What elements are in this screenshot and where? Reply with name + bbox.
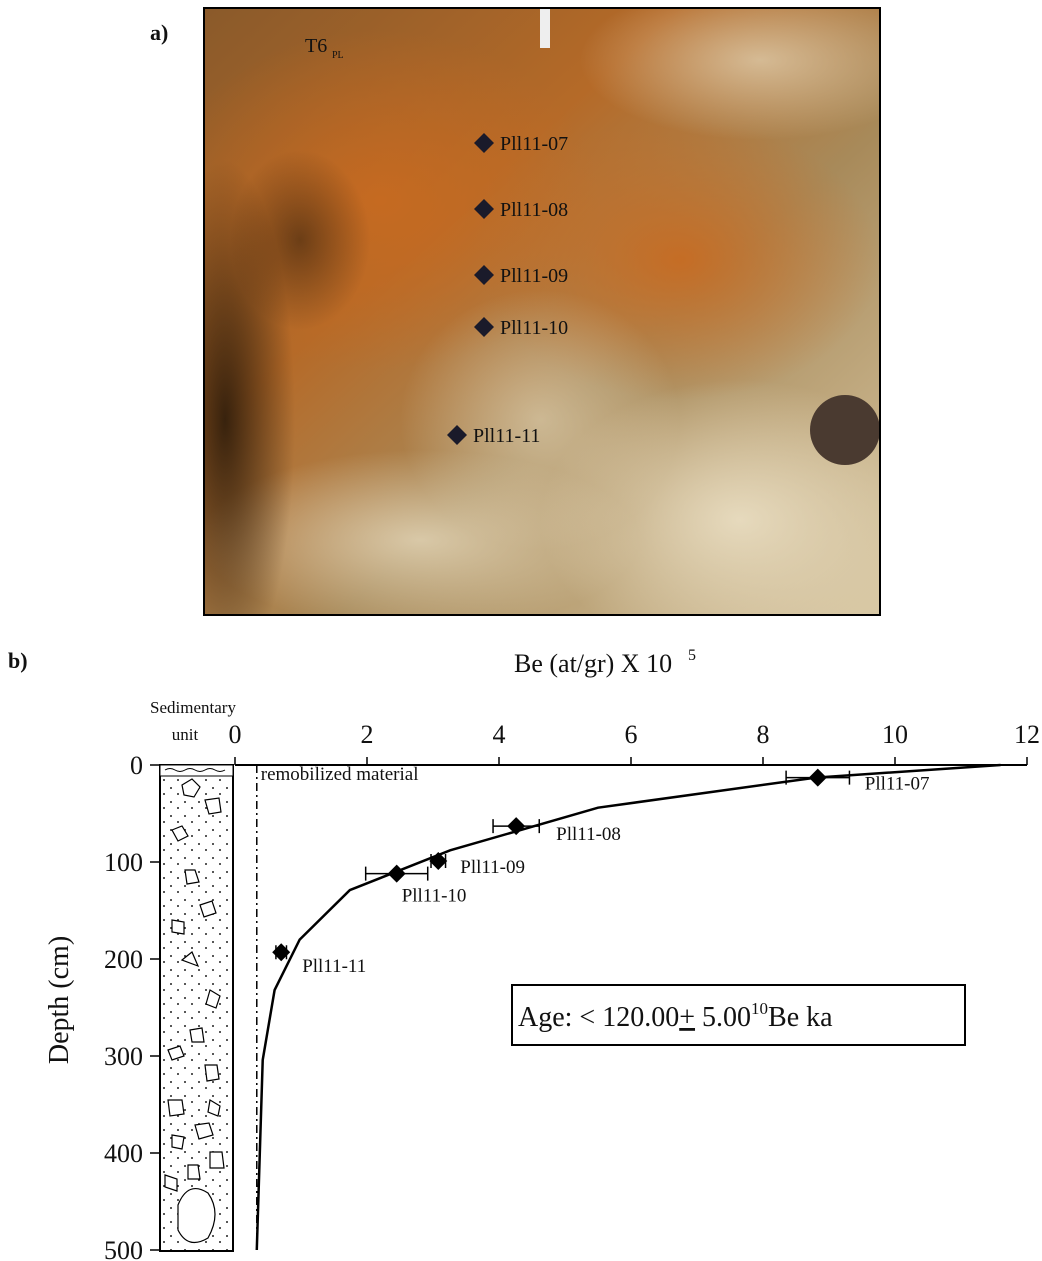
data-point — [272, 943, 291, 962]
sample-label: Pll11-09 — [500, 265, 568, 287]
sample-label: Pll11-07 — [500, 133, 568, 155]
sample-label: Pll11-08 — [500, 199, 568, 221]
age-text: Age: < 120.00 — [518, 1002, 679, 1033]
y-axis-title: Depth (cm) — [44, 936, 75, 1064]
photo-frame — [203, 7, 881, 616]
sample-label: Pll11-10 — [500, 317, 568, 339]
point-label: Pll11-09 — [460, 857, 525, 878]
y-tick-label: 500 — [104, 1236, 143, 1261]
column-label: Sedimentary — [150, 698, 236, 717]
x-tick-label: 6 — [625, 720, 638, 749]
panel-label: a) — [150, 20, 168, 45]
x-axis-title: Be (at/gr) X 10 — [514, 649, 672, 678]
age-label: Age: < 120.00+ 5.0010Be ka — [518, 999, 833, 1033]
column-label: unit — [172, 725, 199, 744]
y-tick-label: 200 — [104, 945, 143, 974]
point-label: Pll11-11 — [302, 956, 366, 977]
x-tick-label: 10 — [882, 720, 908, 749]
age-error: 5.00 — [695, 1002, 751, 1033]
x-tick-label: 12 — [1014, 720, 1040, 749]
sample-marker — [474, 265, 494, 285]
annotation: remobilized material — [261, 764, 419, 785]
age-pm: + — [679, 1002, 695, 1033]
x-axis-title-sup: 5 — [688, 647, 696, 664]
y-tick-label: 400 — [104, 1139, 143, 1168]
photo — [204, 8, 880, 615]
site-subscript: PL — [332, 50, 344, 61]
sample-marker — [474, 317, 494, 337]
age-isotope: 10 — [751, 999, 768, 1018]
site-label: T6 — [305, 35, 327, 57]
age-unit: Be ka — [768, 1002, 833, 1033]
x-tick-label: 4 — [493, 720, 506, 749]
sample-marker — [474, 199, 494, 219]
sample-label: Pll11-11 — [473, 425, 540, 447]
x-tick-label: 8 — [757, 720, 770, 749]
y-tick-label: 100 — [104, 848, 143, 877]
x-tick-label: 0 — [229, 720, 242, 749]
x-tick-label: 2 — [361, 720, 374, 749]
point-label: Pll11-08 — [556, 824, 621, 845]
fit-curve — [255, 763, 1001, 1251]
panel-label: b) — [8, 648, 28, 673]
sedimentary-column — [159, 764, 234, 1252]
y-tick-label: 0 — [130, 751, 143, 780]
sample-marker — [474, 133, 494, 153]
point-label: Pll11-07 — [865, 774, 930, 795]
point-label: Pll11-10 — [402, 886, 467, 907]
y-tick-label: 300 — [104, 1042, 143, 1071]
sample-marker — [447, 425, 467, 445]
age-box — [511, 984, 966, 1046]
